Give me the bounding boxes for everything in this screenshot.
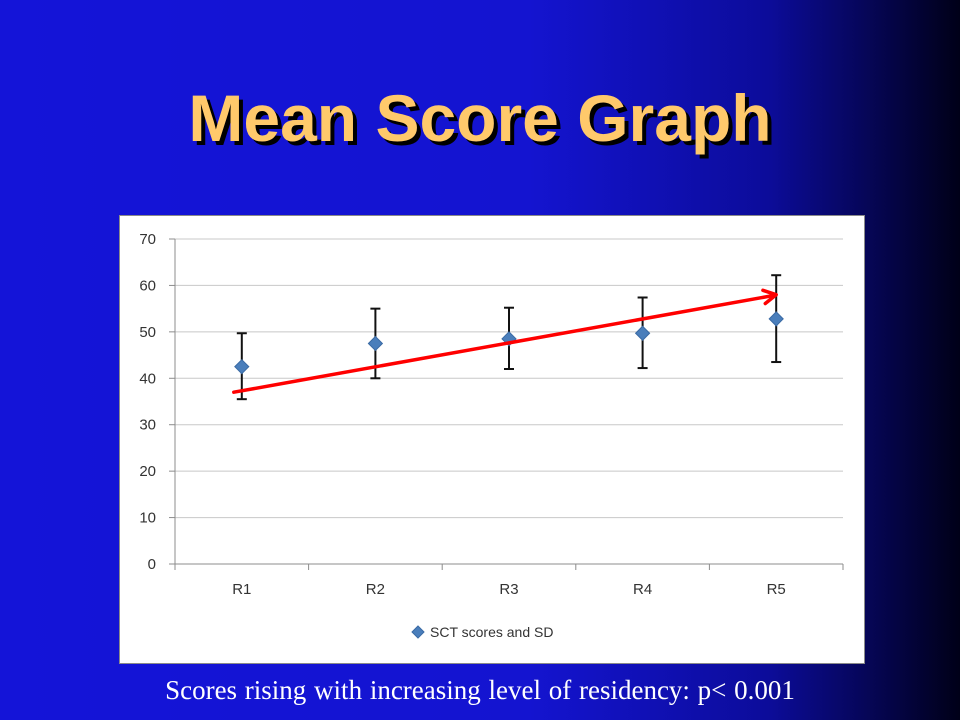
- x-tick-label: R4: [633, 581, 652, 598]
- x-tick-label: R1: [232, 581, 251, 598]
- x-tick-labels: R1 R2 R3 R4 R5: [232, 581, 786, 598]
- trend-arrow-line: [232, 293, 774, 394]
- data-point: [367, 335, 384, 352]
- x-tick-label: R2: [366, 581, 385, 598]
- y-tick-labels: 0 10 20 30 40 50 60 70: [139, 231, 156, 573]
- data-point: [234, 358, 250, 375]
- slide-title: Mean Score Graph: [188, 81, 772, 155]
- y-tick-label: 70: [139, 231, 156, 248]
- y-tick-label: 50: [139, 324, 156, 341]
- chart-panel: 0 10 20 30 40 50 60 70 R1 R2 R3 R4 R5 SCT scores an…: [119, 215, 865, 664]
- y-tick-label: 0: [148, 556, 156, 573]
- legend: SCT scores and SD: [411, 624, 553, 640]
- y-tick-label: 40: [139, 370, 156, 387]
- y-tick-label: 20: [139, 463, 156, 480]
- axis-layer: [169, 238, 844, 570]
- slide-caption: Scores rising with increasing level of r…: [165, 675, 795, 705]
- data-point: [634, 325, 651, 341]
- x-tick-label: R3: [499, 581, 518, 598]
- trend-arrow-head: [761, 288, 778, 306]
- x-tick-label: R5: [767, 581, 786, 598]
- trend-arrow: [232, 288, 778, 394]
- legend-label: SCT scores and SD: [430, 624, 553, 640]
- y-tick-label: 10: [139, 510, 156, 527]
- y-tick-label: 30: [139, 417, 156, 434]
- y-tick-label: 60: [139, 277, 156, 294]
- legend-marker: [411, 625, 425, 639]
- grid-layer: [175, 238, 843, 519]
- data-point: [768, 311, 784, 327]
- chart-svg: 0 10 20 30 40 50 60 70 R1 R2 R3 R4 R5 SCT scores an…: [139, 231, 844, 640]
